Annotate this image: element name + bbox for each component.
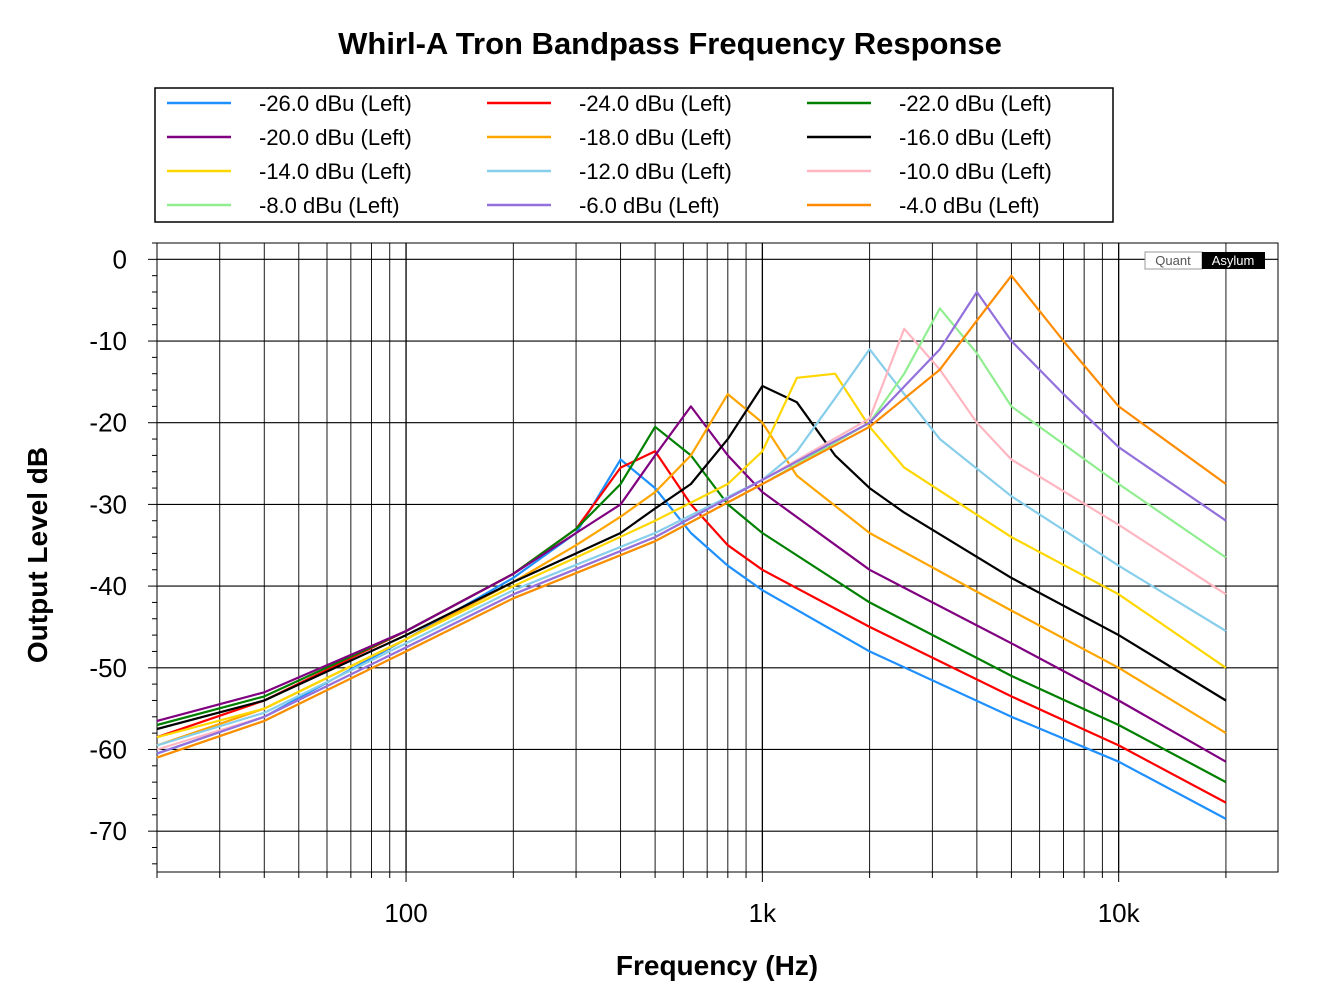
y-tick-label: -40 [89, 571, 127, 601]
y-tick-label: -60 [89, 734, 127, 764]
legend-label: -10.0 dBu (Left) [899, 159, 1052, 184]
watermark-left-text: Quant [1155, 253, 1191, 268]
series-line [156, 405, 1227, 763]
watermark-right-box [1202, 252, 1265, 269]
legend-label: -24.0 dBu (Left) [579, 91, 732, 116]
series-line [156, 274, 1227, 759]
tick-labels: 100 1k 10k 0 -10 -20 -30 -40 -50 -60 -70 [89, 244, 1140, 928]
y-tick-label: 0 [113, 244, 127, 274]
series-line [156, 372, 1227, 739]
series-line [156, 348, 1227, 747]
legend-label: -18.0 dBu (Left) [579, 125, 732, 150]
legend-label: -12.0 dBu (Left) [579, 159, 732, 184]
grid-lines [156, 243, 1278, 872]
y-tick-label: -50 [89, 653, 127, 683]
x-tick-label: 100 [384, 898, 427, 928]
x-tick-label: 10k [1098, 898, 1141, 928]
legend-label: -20.0 dBu (Left) [259, 125, 412, 150]
chart-title: Whirl-A Tron Bandpass Frequency Response [338, 26, 1002, 61]
y-tick-label: -10 [89, 326, 127, 356]
chart-legend: -26.0 dBu (Left) -24.0 dBu (Left) -22.0 dB… [154, 87, 1114, 223]
legend-box [154, 87, 1114, 223]
x-axis-title: Frequency (Hz) [616, 950, 818, 981]
legend-label: -22.0 dBu (Left) [899, 91, 1052, 116]
legend-label: -4.0 dBu (Left) [899, 193, 1040, 218]
legend-label: -8.0 dBu (Left) [259, 193, 400, 218]
y-axis-title: Output Level dB [22, 447, 53, 663]
y-tick-label: -70 [89, 816, 127, 846]
series-line [156, 384, 1227, 731]
legend-label: -26.0 dBu (Left) [259, 91, 412, 116]
watermark-logo: Quant Asylum [1144, 251, 1265, 270]
series-line [156, 393, 1227, 747]
legend-label: -16.0 dBu (Left) [899, 125, 1052, 150]
watermark-right-text: Asylum [1212, 253, 1255, 268]
legend-label: -14.0 dBu (Left) [259, 159, 412, 184]
legend-label: -6.0 dBu (Left) [579, 193, 720, 218]
data-series [156, 274, 1227, 820]
series-line [156, 290, 1227, 755]
axes [148, 242, 1227, 882]
x-tick-label: 1k [749, 898, 777, 928]
y-tick-label: -30 [89, 489, 127, 519]
y-tick-label: -20 [89, 408, 127, 438]
